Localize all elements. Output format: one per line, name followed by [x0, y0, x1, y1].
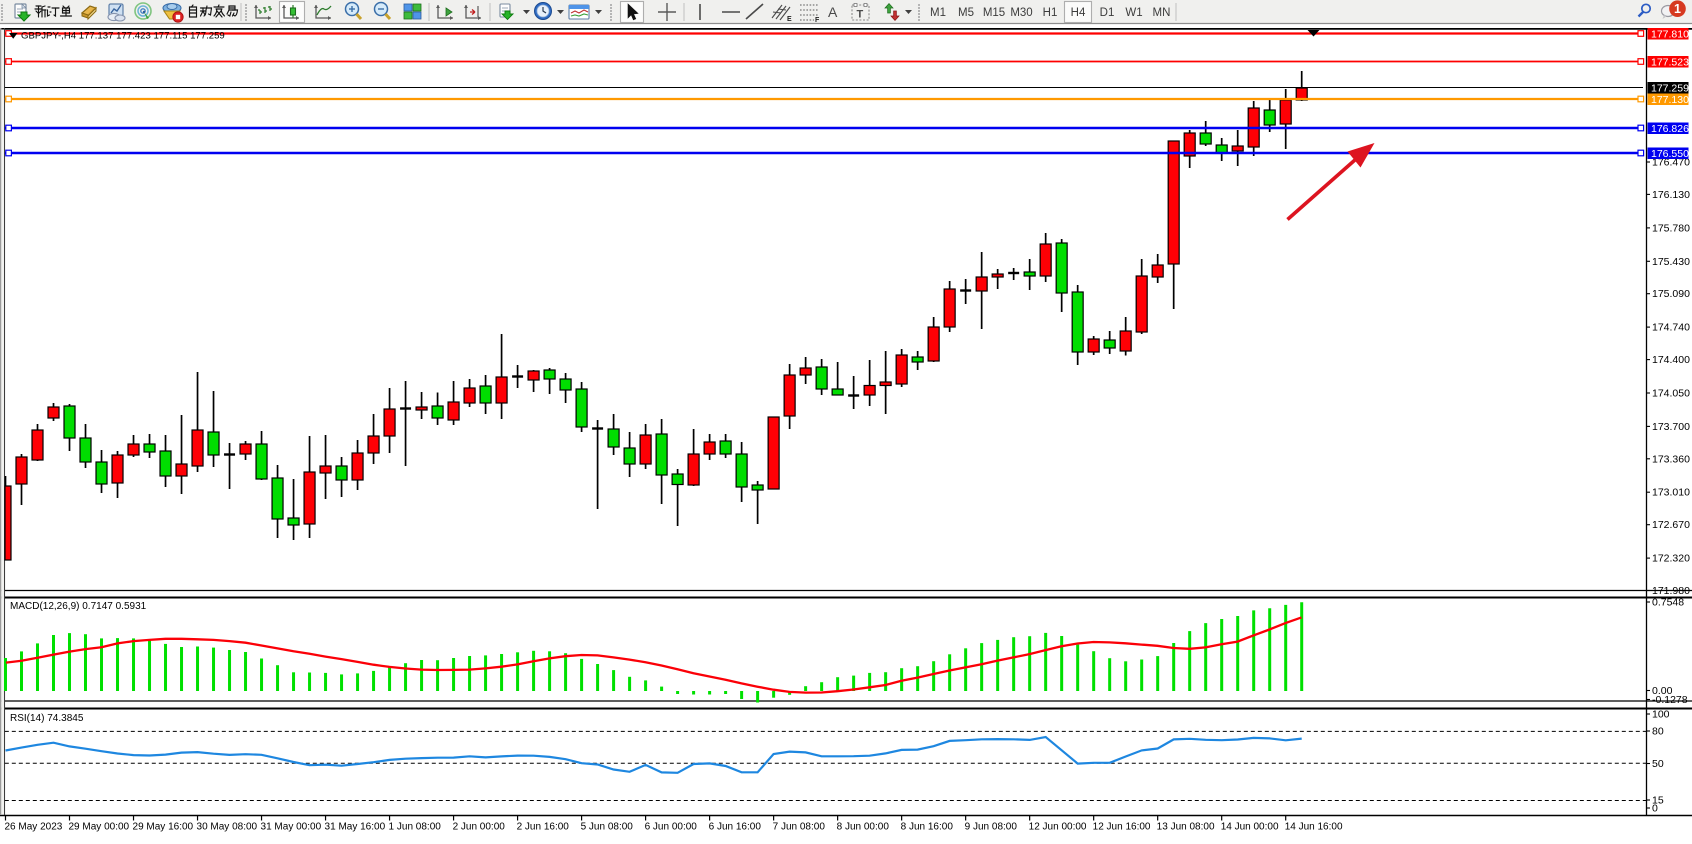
svg-text:176.826: 176.826 — [1651, 123, 1689, 135]
svg-text:E: E — [787, 16, 792, 23]
svg-text:174.050: 174.050 — [1652, 388, 1690, 400]
svg-text:13 Jun 08:00: 13 Jun 08:00 — [1157, 822, 1215, 833]
svg-text:8 Jun 00:00: 8 Jun 00:00 — [837, 822, 890, 833]
svg-text:W1: W1 — [1125, 7, 1142, 19]
svg-text:29 May 16:00: 29 May 16:00 — [133, 822, 194, 833]
svg-text:177.130: 177.130 — [1651, 94, 1689, 106]
svg-text:26 May 2023: 26 May 2023 — [5, 822, 63, 833]
svg-text:100: 100 — [1652, 709, 1670, 721]
svg-text:9 Jun 08:00: 9 Jun 08:00 — [965, 822, 1018, 833]
svg-text:F: F — [815, 17, 820, 24]
svg-text:172.670: 172.670 — [1652, 519, 1690, 531]
svg-text:M1: M1 — [930, 7, 946, 19]
svg-text:0: 0 — [1652, 803, 1658, 815]
svg-text:RSI(14) 74.3845: RSI(14) 74.3845 — [10, 713, 84, 724]
svg-text:30 May 08:00: 30 May 08:00 — [197, 822, 258, 833]
svg-text:1: 1 — [1674, 2, 1681, 16]
svg-text:0.7548: 0.7548 — [1652, 597, 1684, 609]
svg-text:172.320: 172.320 — [1652, 553, 1690, 565]
svg-text:171.980: 171.980 — [1652, 585, 1690, 597]
svg-text:A: A — [828, 4, 838, 20]
svg-text:175.430: 175.430 — [1652, 256, 1690, 268]
svg-text:8 Jun 16:00: 8 Jun 16:00 — [901, 822, 954, 833]
svg-text:-0.1278: -0.1278 — [1652, 694, 1688, 706]
svg-text:175.780: 175.780 — [1652, 222, 1690, 234]
svg-text:MACD(12,26,9) 0.7147 0.5931: MACD(12,26,9) 0.7147 0.5931 — [10, 601, 147, 612]
svg-text:5 Jun 08:00: 5 Jun 08:00 — [581, 822, 634, 833]
svg-text:1 Jun 08:00: 1 Jun 08:00 — [389, 822, 442, 833]
svg-text:80: 80 — [1652, 726, 1664, 738]
svg-text:H1: H1 — [1043, 7, 1058, 19]
svg-text:12 Jun 00:00: 12 Jun 00:00 — [1029, 822, 1087, 833]
svg-text:173.700: 173.700 — [1652, 421, 1690, 433]
svg-text:2 Jun 00:00: 2 Jun 00:00 — [453, 822, 506, 833]
svg-text:176.550: 176.550 — [1651, 148, 1689, 160]
svg-text:29 May 00:00: 29 May 00:00 — [69, 822, 130, 833]
svg-text:177.523: 177.523 — [1651, 56, 1689, 68]
svg-text:M15: M15 — [983, 7, 1005, 19]
svg-text:MN: MN — [1153, 7, 1171, 19]
svg-text:177.810: 177.810 — [1651, 28, 1689, 40]
svg-text:14 Jun 00:00: 14 Jun 00:00 — [1221, 822, 1279, 833]
svg-text:0.00: 0.00 — [1652, 685, 1673, 697]
svg-text:14 Jun 16:00: 14 Jun 16:00 — [1285, 822, 1343, 833]
svg-text:T: T — [857, 9, 864, 21]
svg-text:50: 50 — [1652, 758, 1664, 770]
svg-text:31 May 00:00: 31 May 00:00 — [261, 822, 322, 833]
svg-text:31 May 16:00: 31 May 16:00 — [325, 822, 386, 833]
svg-text:7 Jun 08:00: 7 Jun 08:00 — [773, 822, 826, 833]
svg-text:D1: D1 — [1100, 7, 1115, 19]
svg-text:6 Jun 16:00: 6 Jun 16:00 — [709, 822, 762, 833]
svg-text:15: 15 — [1652, 795, 1664, 807]
svg-text:174.400: 174.400 — [1652, 354, 1690, 366]
svg-text:M5: M5 — [958, 7, 974, 19]
svg-text:6 Jun 00:00: 6 Jun 00:00 — [645, 822, 698, 833]
svg-text:176.130: 176.130 — [1652, 189, 1690, 201]
svg-text:H4: H4 — [1071, 7, 1086, 19]
svg-text:177.259: 177.259 — [1651, 82, 1689, 94]
svg-text:173.010: 173.010 — [1652, 487, 1690, 499]
svg-text:2 Jun 16:00: 2 Jun 16:00 — [517, 822, 570, 833]
svg-text:175.090: 175.090 — [1652, 288, 1690, 300]
svg-text:M30: M30 — [1010, 7, 1032, 19]
svg-text:176.470: 176.470 — [1652, 157, 1690, 169]
svg-text:173.360: 173.360 — [1652, 453, 1690, 465]
svg-text:GBPJPY-,H4 177.137 177.423 17: GBPJPY-,H4 177.137 177.423 177.115 177.2… — [21, 31, 225, 42]
svg-text:12 Jun 16:00: 12 Jun 16:00 — [1093, 822, 1151, 833]
svg-text:174.740: 174.740 — [1652, 322, 1690, 334]
